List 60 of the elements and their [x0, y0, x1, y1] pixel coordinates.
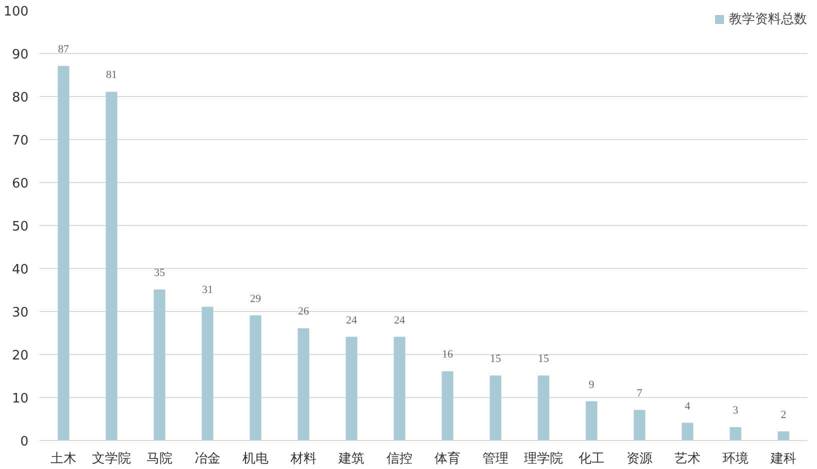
bar: [586, 401, 598, 440]
x-tick-label: 体育: [434, 450, 460, 466]
bar: [634, 410, 646, 440]
x-tick-label: 资源: [626, 452, 652, 466]
x-tick-label: 建筑: [338, 452, 364, 466]
data-label: 3: [732, 404, 739, 417]
y-tick-label: 20: [12, 348, 29, 364]
x-tick-label: 管理: [482, 452, 508, 466]
y-tick-label: 10: [12, 392, 29, 406]
y-tick-label: 80: [12, 90, 29, 106]
data-label: 4: [684, 400, 691, 412]
data-label: 24: [346, 314, 358, 326]
bar: [394, 336, 406, 440]
y-tick-label: 90: [12, 48, 29, 62]
data-label: 29: [250, 292, 262, 305]
bar: [58, 66, 70, 440]
legend-label: 教学资料总数: [729, 11, 807, 28]
y-tick-label: 50: [12, 220, 29, 234]
x-tick-label: 环境: [722, 450, 748, 466]
x-tick-label: 文学院: [92, 452, 131, 466]
y-tick-label: 30: [12, 306, 29, 320]
x-tick-label: 艺术: [674, 452, 700, 466]
y-tick-label: 60: [12, 176, 29, 192]
y-tick-label: 70: [12, 134, 29, 148]
bar: [202, 306, 214, 440]
x-tick-label: 机电: [242, 452, 268, 466]
bar: [106, 92, 118, 440]
bar: [682, 422, 694, 440]
bar: [778, 431, 790, 440]
data-label: 15: [538, 353, 550, 365]
bar: [346, 336, 358, 440]
bar: [442, 371, 454, 440]
x-tick-label: 化工: [578, 452, 604, 466]
y-tick-label: 0: [20, 434, 29, 450]
data-label: 15: [490, 353, 502, 365]
data-label: 26: [298, 306, 310, 318]
x-tick-label: 建科: [770, 452, 796, 466]
data-label: 2: [780, 408, 786, 421]
x-tick-label: 土木: [50, 452, 76, 466]
y-tick-label: 100: [4, 4, 29, 20]
data-label: 9: [588, 378, 595, 391]
data-label: 24: [394, 314, 406, 326]
bar: [490, 376, 502, 440]
x-tick-label: 材料: [290, 452, 316, 466]
data-label: 81: [106, 69, 117, 82]
bar: [538, 376, 550, 440]
x-tick-label: 马院: [146, 452, 172, 466]
bar: [154, 290, 166, 440]
bar: [250, 315, 262, 440]
data-label: 16: [442, 348, 454, 361]
data-label: 87: [58, 43, 70, 56]
data-label: 35: [154, 267, 166, 279]
y-tick-label: 40: [12, 262, 29, 278]
bar: [298, 328, 310, 440]
x-tick-label: 信控: [386, 452, 412, 466]
bar: [730, 427, 742, 440]
data-label: 7: [636, 387, 643, 400]
data-label: 31: [202, 284, 213, 296]
x-tick-label: 理学院: [524, 452, 563, 466]
x-tick-label: 冶金: [194, 452, 220, 466]
